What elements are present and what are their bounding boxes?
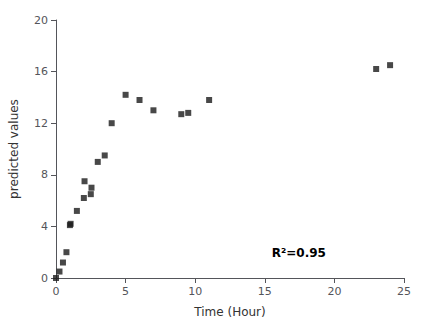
svg-text:20: 20 [327,285,341,298]
svg-text:12: 12 [34,117,48,130]
svg-text:20: 20 [34,14,48,27]
svg-text:predicted values: predicted values [7,99,21,199]
svg-text:4: 4 [41,220,48,233]
svg-text:8: 8 [41,168,48,181]
svg-text:0: 0 [41,272,48,285]
svg-text:R²=0.95: R²=0.95 [272,246,326,260]
svg-text:0: 0 [53,285,60,298]
svg-text:10: 10 [188,285,202,298]
svg-text:Time (Hour): Time (Hour) [193,305,265,319]
svg-text:16: 16 [34,65,48,78]
svg-text:15: 15 [258,285,272,298]
svg-text:25: 25 [397,285,411,298]
svg-text:5: 5 [122,285,129,298]
